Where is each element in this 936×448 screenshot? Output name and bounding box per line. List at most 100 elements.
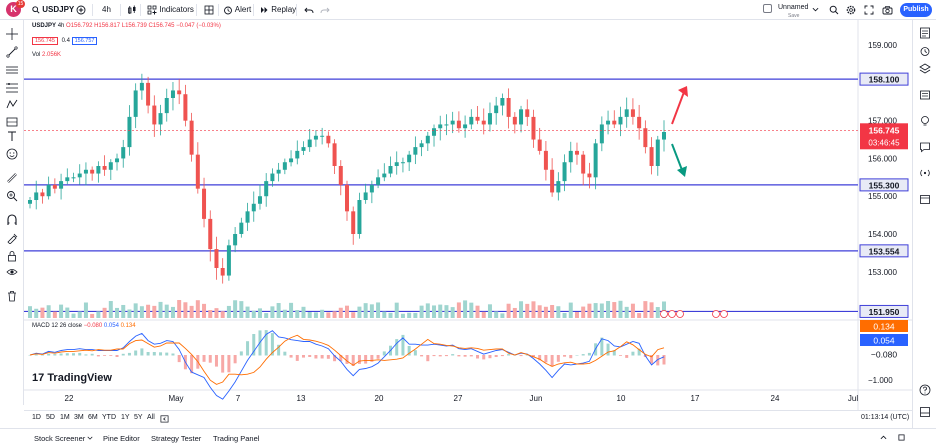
range-all[interactable]: All (147, 414, 155, 421)
macd-histogram-bar (59, 353, 63, 356)
tab-pine-editor[interactable]: Pine Editor (103, 434, 140, 443)
bar-countdown-label: 03:46:45 (868, 138, 900, 147)
layout-checkbox[interactable] (763, 4, 772, 13)
indicators-button[interactable]: Indicators (147, 3, 194, 17)
price-tick-label: 156.000 (868, 154, 897, 163)
snapshot-button[interactable] (882, 3, 893, 17)
compare-add-button[interactable] (76, 3, 86, 17)
divider (218, 4, 219, 16)
forecast-icon[interactable] (6, 116, 18, 128)
time-axis-label: Jun (530, 394, 543, 403)
macd-histogram-bar (277, 344, 281, 356)
macd-histogram-bar (376, 355, 380, 359)
layers-icon[interactable] (919, 63, 931, 75)
tab-trading-panel[interactable]: Trading Panel (213, 434, 260, 443)
macd-histogram-bar (444, 355, 448, 357)
trash-icon[interactable] (6, 290, 18, 302)
alert-label: Alert (234, 5, 252, 14)
settings-button[interactable] (846, 3, 856, 17)
chart-type-button[interactable] (127, 3, 137, 17)
utc-clock[interactable]: 01:13:14 (UTC) (861, 414, 910, 421)
crosshair-icon[interactable] (6, 28, 18, 40)
interval-button[interactable]: 4h (102, 5, 111, 14)
help-icon[interactable] (919, 384, 931, 396)
magnet-icon[interactable] (6, 214, 18, 226)
news-icon[interactable] (919, 89, 931, 101)
stay-in-drawing-mode-icon[interactable] (6, 232, 18, 244)
range-5y[interactable]: 5Y (134, 414, 143, 421)
tradingview-logo[interactable]: 17 TradingView (32, 372, 112, 384)
layout-menu-button[interactable] (812, 3, 819, 17)
undo-button[interactable] (304, 3, 314, 17)
candle-body (649, 147, 654, 166)
range-ytd[interactable]: YTD (102, 414, 116, 421)
chat-icon[interactable] (919, 141, 931, 153)
redo-button[interactable] (320, 3, 330, 17)
symbol-search-button[interactable]: USDJPY (32, 3, 74, 17)
candle-body (469, 116, 474, 125)
calendar-icon[interactable] (919, 193, 931, 205)
fullscreen-button[interactable] (864, 3, 874, 17)
macd-value-line: 0.054 (103, 323, 119, 329)
volume-bar (46, 305, 51, 318)
search-icon (829, 5, 839, 15)
more-panels-icon[interactable] (919, 406, 931, 418)
lightbulb-icon[interactable] (919, 115, 931, 127)
macd-value-signal: 0.134 (120, 323, 136, 329)
text-icon[interactable] (6, 130, 18, 142)
candle-body (643, 128, 648, 148)
quick-search-button[interactable] (829, 3, 839, 17)
volume-bar (562, 312, 567, 318)
drawing-toolbar (0, 20, 24, 405)
maximize-panel-button[interactable] (898, 434, 905, 443)
macd-histogram-bar (587, 352, 591, 356)
candle-body (332, 143, 337, 166)
macd-histogram-bar (401, 334, 405, 356)
volume-bar (438, 304, 443, 318)
alarm-clock-icon[interactable] (919, 45, 931, 57)
goto-date-button[interactable] (160, 414, 169, 425)
zoom-in-icon[interactable] (6, 190, 18, 202)
signal-icon[interactable] (919, 167, 931, 179)
economic-event-marker (676, 310, 684, 318)
pattern-icon[interactable] (6, 98, 18, 110)
range-5d[interactable]: 5D (46, 414, 55, 421)
lock-icon[interactable] (6, 250, 18, 262)
replay-button[interactable]: Replay (259, 3, 296, 17)
collapse-panel-button[interactable] (880, 434, 887, 443)
candle-body (394, 162, 399, 166)
macd-histogram-bar (569, 355, 573, 359)
range-1d[interactable]: 1D (32, 414, 41, 421)
macd-histogram-bar (407, 346, 411, 356)
sell-price-box[interactable]: 156.745 (32, 37, 58, 45)
eye-icon[interactable] (6, 266, 18, 278)
ruler-icon[interactable] (6, 172, 18, 184)
tab-strategy-tester[interactable]: Strategy Tester (151, 434, 202, 443)
volume-bar (59, 304, 64, 318)
range-3m[interactable]: 3M (74, 414, 84, 421)
candle-body (189, 120, 194, 155)
range-1y[interactable]: 1Y (121, 414, 130, 421)
price-chart[interactable]: 159.000 157.000 156.000 155.000 154.000 153.0… (24, 20, 912, 410)
range-1m[interactable]: 1M (60, 414, 70, 421)
tab-stock-screener[interactable]: Stock Screener (34, 434, 93, 443)
layouts-button[interactable] (204, 3, 214, 17)
buy-price-box[interactable]: 156.757 (71, 37, 98, 45)
trend-line-icon[interactable] (6, 46, 18, 58)
horizontal-lines-icon[interactable] (6, 64, 18, 76)
publish-button[interactable]: Publish (900, 3, 932, 17)
fib-icon[interactable] (6, 82, 18, 94)
layout-name[interactable]: Unnamed (778, 4, 809, 11)
volume-bar (425, 303, 430, 318)
candle-body (108, 162, 113, 170)
emoji-icon[interactable] (6, 148, 18, 160)
chart-area[interactable]: 159.000 157.000 156.000 155.000 154.000 153.0… (24, 20, 912, 410)
volume-bar (419, 305, 424, 318)
candle-body (357, 200, 362, 234)
range-6m[interactable]: 6M (88, 414, 98, 421)
alert-button[interactable]: Alert (223, 3, 251, 17)
macd-histogram-bar (525, 354, 529, 356)
watchlist-icon[interactable] (919, 27, 931, 39)
candle-body (556, 181, 561, 193)
volume-bar (251, 310, 256, 318)
